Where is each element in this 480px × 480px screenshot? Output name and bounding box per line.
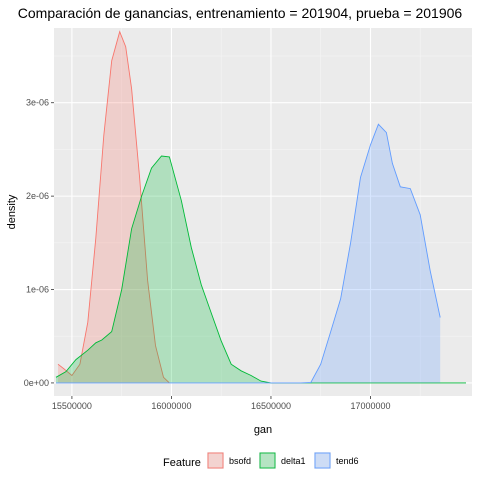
legend-label-bsofd: bsofd	[229, 456, 251, 466]
x-tick-label: 16000000	[151, 401, 191, 411]
y-tick-label: 1e-06	[26, 285, 49, 295]
legend-key-bg-tend6	[314, 452, 331, 469]
density-area-delta1	[56, 156, 466, 383]
legend-key-delta1	[259, 452, 276, 469]
x-tick-label: 16500000	[251, 401, 291, 411]
y-tick-label: 2e-06	[26, 191, 49, 201]
legend-key-bsofd	[207, 452, 224, 469]
chart-title: Comparación de ganancias, entrenamiento …	[18, 5, 463, 21]
density-line-bsofd	[57, 30, 170, 384]
density-line-tend6	[56, 123, 441, 384]
legend-key-bg-delta1	[259, 452, 276, 469]
legend-title: Feature	[163, 457, 201, 469]
legend: Feature bsofd delta1 tend6	[163, 452, 359, 469]
legend-label-tend6: tend6	[336, 456, 359, 466]
legend-label-delta1: delta1	[281, 456, 306, 466]
y-axis-tick-labels: 0e+00 1e-06 2e-06 3e-06	[24, 98, 49, 388]
plot-panel	[54, 28, 472, 396]
minor-gridlines	[54, 28, 472, 396]
axis-ticks	[51, 102, 371, 399]
legend-key-bg-bsofd	[207, 452, 224, 469]
density-area-tend6	[56, 124, 441, 383]
series-layer	[55, 30, 466, 384]
major-gridlines	[54, 28, 472, 396]
y-tick-label: 3e-06	[26, 98, 49, 108]
density-line-delta1	[55, 155, 466, 384]
x-tick-label: 15500000	[52, 401, 92, 411]
x-tick-label: 17000000	[350, 401, 390, 411]
x-axis-title: gan	[254, 424, 272, 436]
x-axis-tick-labels: 15500000 16000000 16500000 17000000	[52, 401, 391, 411]
y-axis-title: density	[6, 194, 18, 229]
y-tick-label: 0e+00	[24, 378, 49, 388]
density-area-bsofd	[58, 31, 170, 383]
legend-key-tend6	[314, 452, 331, 469]
